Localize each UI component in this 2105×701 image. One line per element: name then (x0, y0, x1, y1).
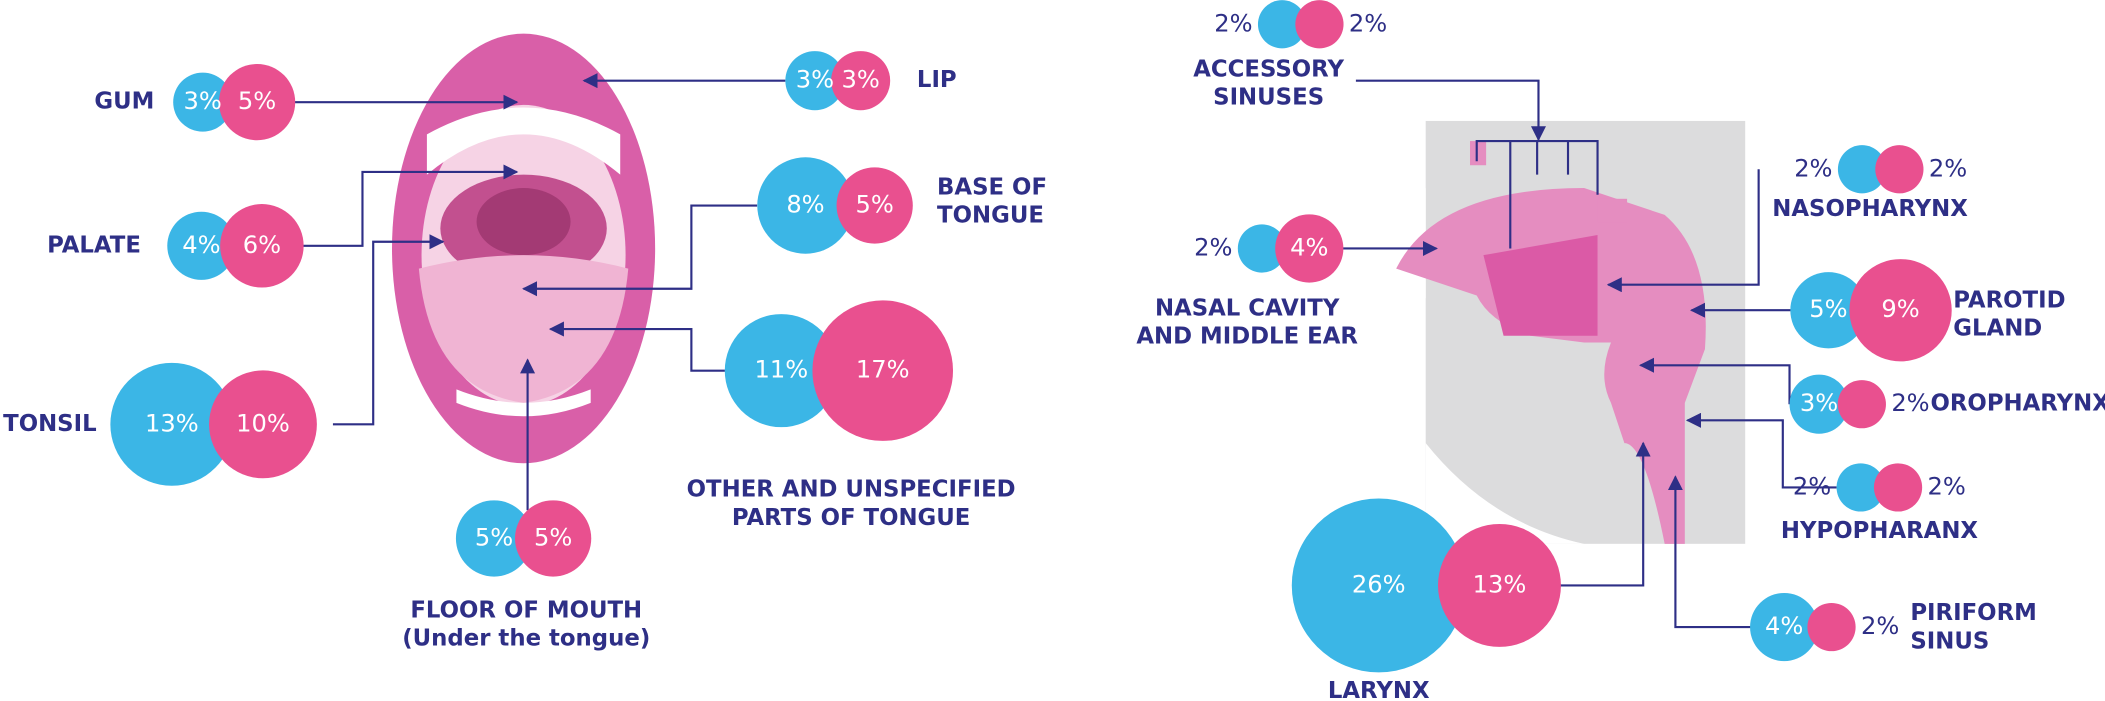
bubble (110, 362, 234, 486)
value-label: 6% (243, 231, 281, 259)
value-label: 2% (1861, 612, 1899, 640)
site-label: LARYNX (1328, 678, 1430, 701)
head-illustration (1392, 120, 1746, 544)
bubble (1437, 523, 1561, 647)
site-label: GUM (94, 89, 154, 115)
bubble (1875, 145, 1924, 194)
value-label: 4% (1290, 233, 1328, 261)
bubble (757, 157, 854, 254)
bubble (1790, 272, 1867, 349)
bubble (1295, 0, 1344, 49)
leader-arrow (303, 164, 519, 247)
bubble (1807, 602, 1856, 652)
leader-arrow (1667, 475, 1752, 629)
site-label: FLOOR OF MOUTH (410, 597, 642, 623)
bubble (1849, 259, 1952, 362)
bubble (218, 64, 296, 141)
value-label: 2% (1194, 233, 1232, 261)
site-label: NASAL CAVITY (1155, 295, 1340, 321)
value-label: 17% (856, 356, 910, 384)
bubble (1275, 214, 1344, 283)
value-label: 11% (754, 356, 808, 384)
value-label: 8% (786, 191, 824, 219)
value-label: 5% (856, 191, 894, 219)
bubble (220, 204, 304, 288)
bubble (724, 314, 838, 428)
value-label: 2% (1214, 9, 1252, 37)
bubble (1257, 0, 1307, 49)
value-label: 2% (1929, 154, 1967, 182)
value-label: 10% (236, 409, 290, 437)
value-label: 3% (1800, 389, 1838, 417)
bubble (173, 72, 233, 132)
site-label: OTHER AND UNSPECIFIED (687, 477, 1016, 503)
value-label: 2% (1794, 154, 1832, 182)
value-label: 5% (475, 523, 513, 551)
site-label: HYPOPHARANX (1781, 518, 1979, 544)
bubble (836, 167, 913, 244)
value-label: 26% (1352, 570, 1406, 598)
value-label: 5% (1809, 295, 1847, 323)
value-label: 2% (1349, 9, 1387, 37)
value-label: 9% (1881, 295, 1919, 323)
value-label: 5% (534, 523, 572, 551)
bubble (1291, 498, 1466, 673)
site-label: (Under the tongue) (402, 626, 650, 652)
leader-arrow (522, 204, 758, 297)
value-label: 2% (1928, 472, 1966, 500)
value-label: 4% (1765, 612, 1803, 640)
site-label: PAROTID (1953, 287, 2065, 313)
bubble (831, 51, 891, 111)
site-label: SINUS (1910, 628, 1989, 654)
bubble (1837, 145, 1887, 194)
bubble (812, 300, 954, 441)
bubble (785, 51, 845, 111)
site-label: ACCESSORY (1193, 56, 1344, 82)
leader-arrow (1355, 79, 1546, 142)
value-label: 3% (841, 66, 879, 94)
site-label: PIRIFORM (1910, 600, 2037, 626)
value-label: 4% (182, 231, 220, 259)
bubble (1750, 592, 1819, 662)
bubble (209, 370, 317, 479)
value-label: 3% (796, 66, 834, 94)
value-label: 5% (238, 87, 276, 115)
site-label: PALATE (47, 232, 141, 258)
site-label: OROPHARYNX (1930, 391, 2105, 417)
bubble (1873, 463, 1923, 512)
site-label: TONGUE (937, 203, 1044, 229)
leader-arrow (332, 234, 445, 426)
bubble (167, 211, 236, 280)
value-label: 2% (1793, 472, 1831, 500)
site-label: LIP (917, 67, 957, 93)
leader-arrow (1606, 169, 1760, 293)
bubble (1836, 463, 1885, 512)
value-label: 3% (184, 87, 222, 115)
leader-arrow (1639, 357, 1791, 405)
mouth-illustration (392, 33, 656, 464)
site-label: TONSIL (3, 411, 97, 437)
site-label: AND MIDDLE EAR (1136, 324, 1358, 350)
bubble (455, 500, 533, 577)
leader-arrow (548, 321, 725, 372)
site-label: BASE OF (937, 175, 1047, 201)
bubble (1237, 224, 1287, 273)
site-label: NASOPHARYNX (1772, 196, 1968, 222)
leader-arrow (1685, 412, 1837, 489)
leader-arrow (1553, 441, 1651, 587)
bubble (1789, 374, 1849, 434)
value-label: 13% (1473, 570, 1527, 598)
site-label: SINUSES (1213, 85, 1324, 111)
value-label: 13% (145, 409, 199, 437)
value-label: 2% (1891, 389, 1929, 417)
site-label: GLAND (1953, 316, 2042, 342)
bubble (514, 500, 592, 577)
bubble (1837, 380, 1886, 429)
site-label: PARTS OF TONGUE (732, 505, 971, 531)
